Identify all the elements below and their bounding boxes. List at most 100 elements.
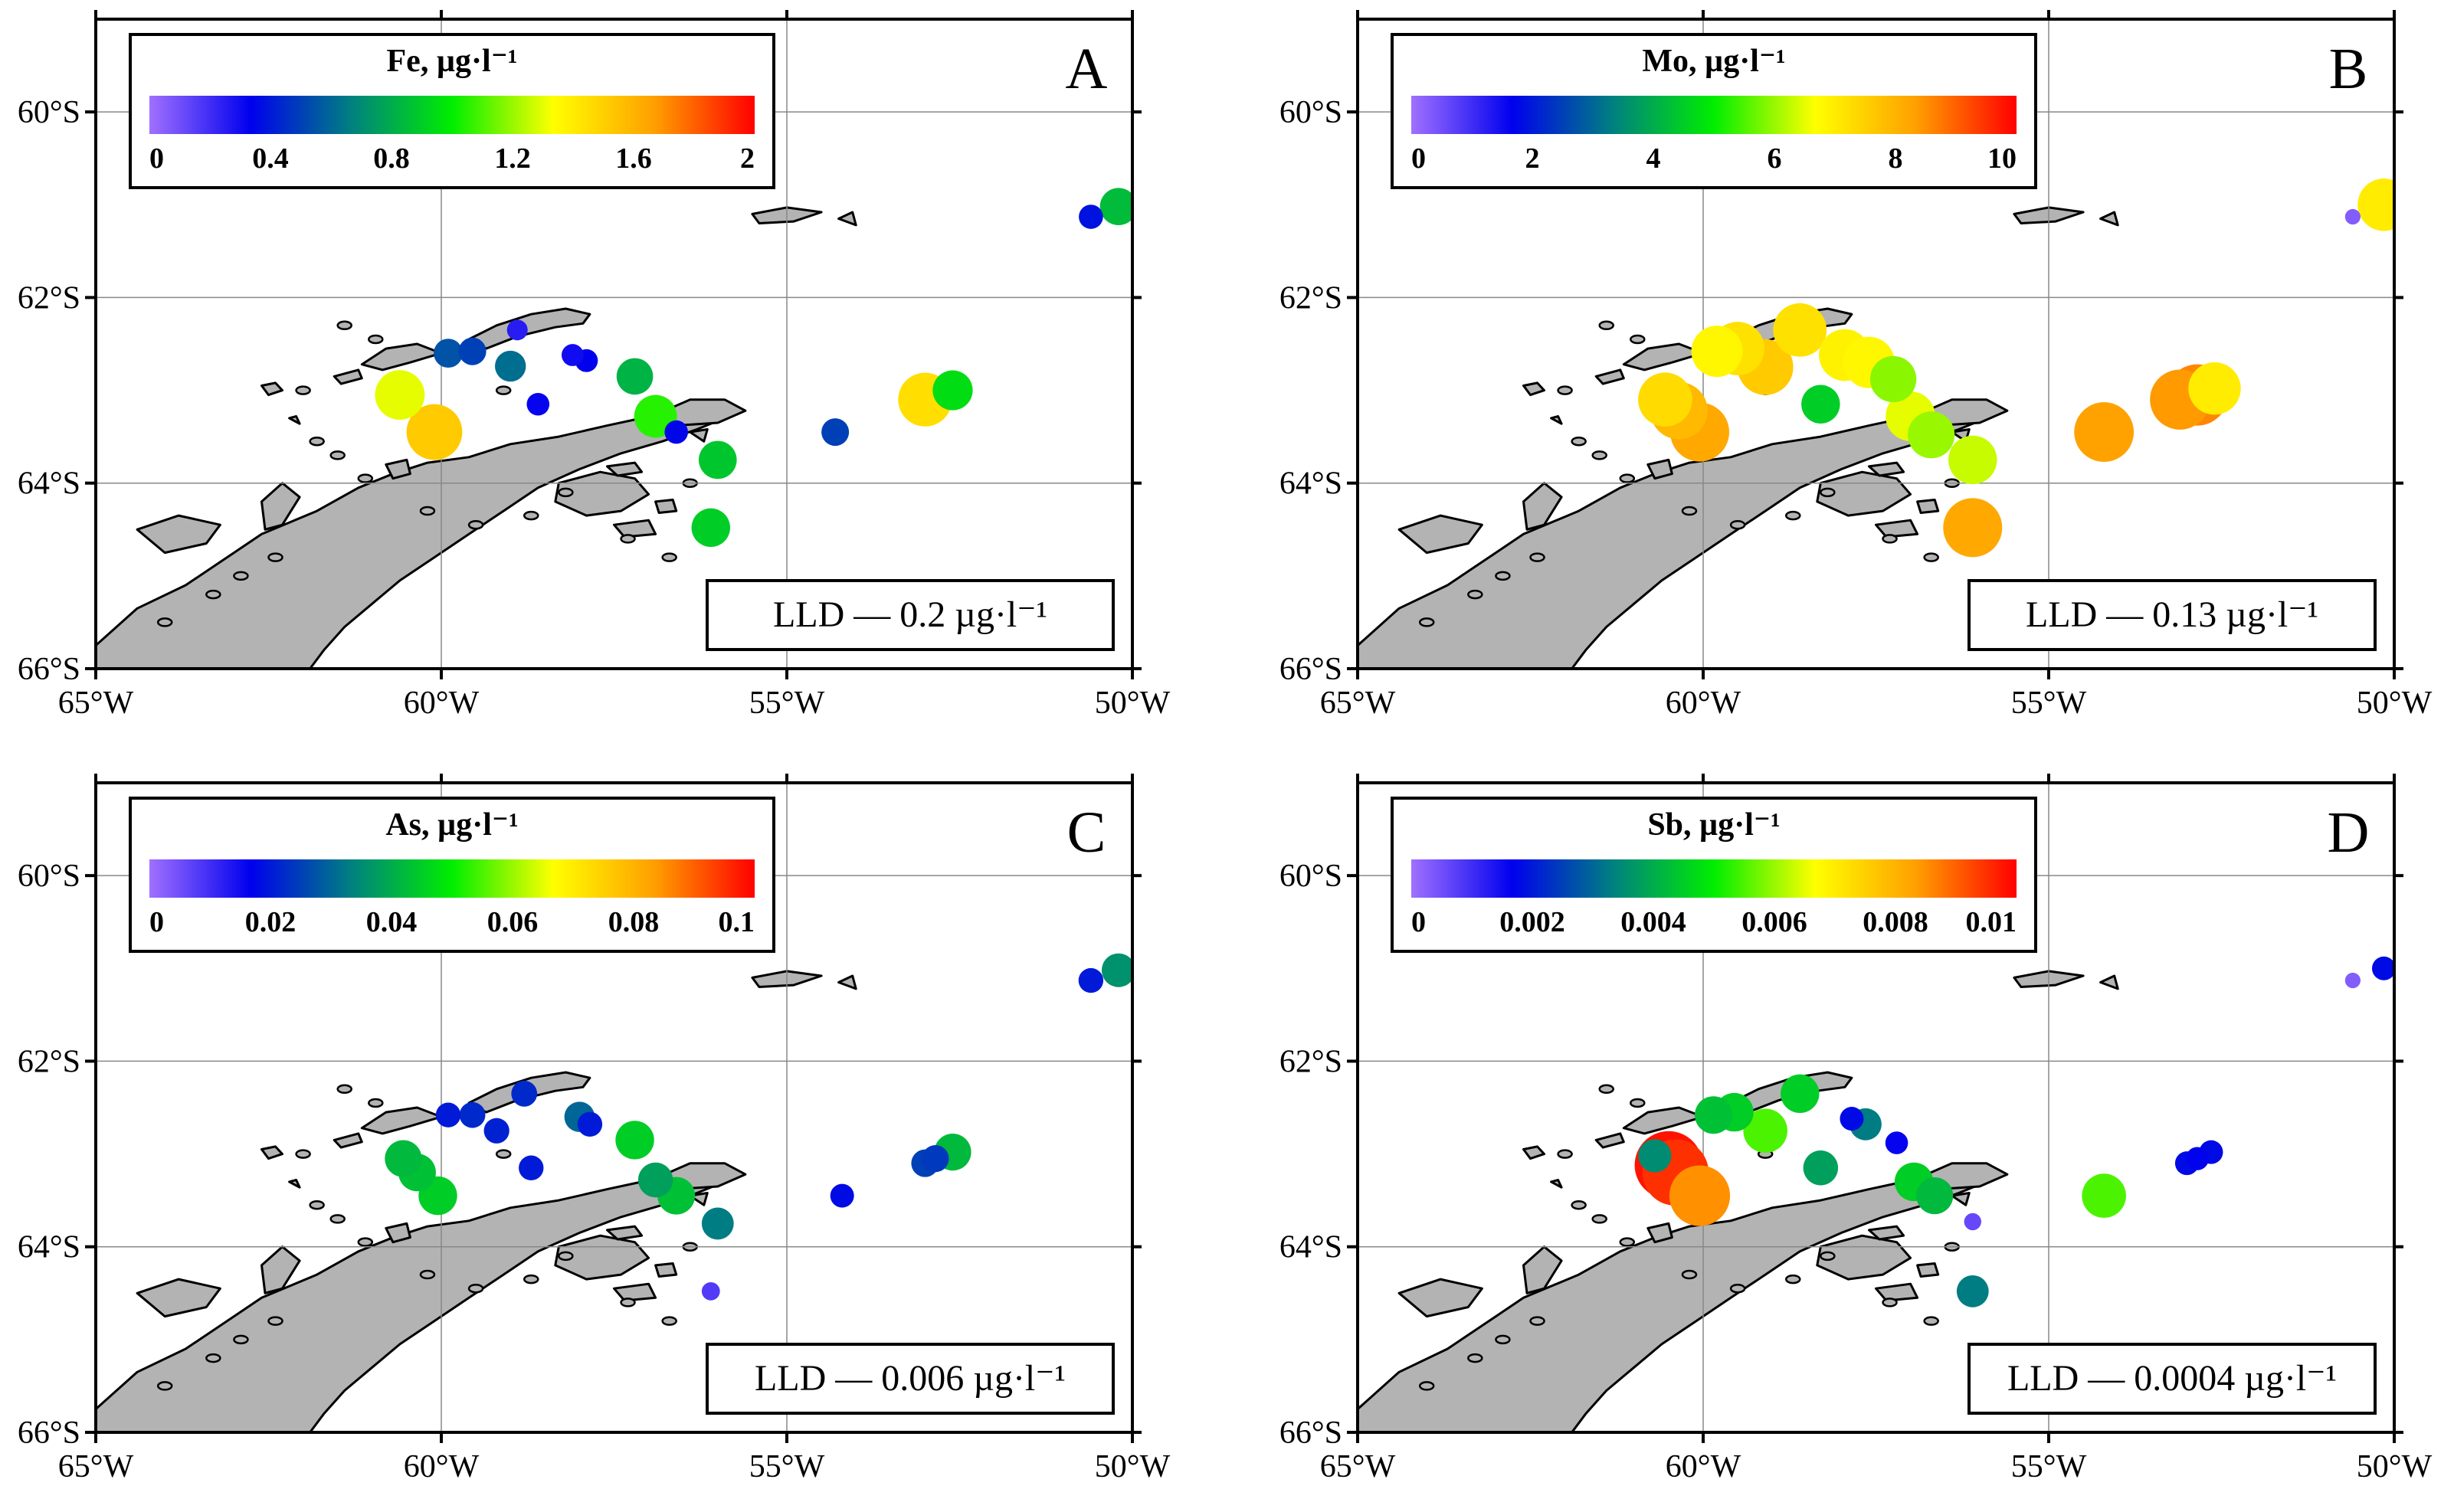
station-point (701, 1281, 720, 1301)
land-trinity (1646, 458, 1673, 480)
lon-tick-label: 55°W (749, 686, 825, 721)
lon-tick-label: 65°W (1320, 686, 1396, 721)
lon-tick-label: 60°W (404, 1449, 480, 1484)
land-islet (1785, 1274, 1801, 1285)
station-point (1773, 303, 1827, 357)
lat-tick-label: 64°S (1279, 466, 1342, 502)
land-islet (1923, 552, 1939, 562)
land-low (288, 415, 301, 425)
land-islet (336, 320, 352, 331)
panel-letter: A (1066, 37, 1108, 101)
lat-tick-label: 66°S (1279, 652, 1342, 687)
lld-label: LLD — 0.006 µg·l⁻¹ (755, 1358, 1066, 1399)
land-islet (467, 519, 484, 530)
land-islet (1820, 487, 1836, 498)
colorbar (1411, 96, 2017, 134)
colorbar-tick-label: 10 (1987, 142, 2017, 175)
station-point (1964, 1213, 1981, 1231)
colorbar-tick-label: 2 (1525, 142, 1540, 175)
station-point (1078, 967, 1104, 993)
land-islet (1467, 1353, 1483, 1363)
map-panel-c: 65°W 60°W 55°W 50°W 60°S 62°S 64°S 66°S As, µg·l… (18, 774, 1171, 1484)
lon-tick-label: 50°W (1095, 1449, 1171, 1484)
station-point (1099, 188, 1132, 226)
land-islet (205, 589, 221, 600)
lat-tick-label: 60°S (18, 859, 80, 894)
land-islet (1571, 436, 1587, 447)
station-point (526, 392, 550, 416)
panel-letter: C (1067, 800, 1106, 865)
land-islet (267, 1316, 283, 1326)
land-islet (329, 450, 346, 460)
colorbar-tick-label: 0.8 (373, 142, 410, 175)
land-brabant (260, 482, 301, 531)
land-islet (295, 1149, 311, 1159)
lat-tick-label: 66°S (1279, 1415, 1342, 1451)
land-snow (1594, 368, 1625, 385)
land-islet (309, 436, 325, 447)
colorbar-tick-label: 0.06 (487, 906, 539, 938)
map-content (1358, 783, 2394, 1432)
land-vega (606, 1225, 644, 1241)
land-seymour (654, 499, 678, 514)
land-islet (1418, 1381, 1435, 1391)
station-point (664, 420, 688, 444)
land-low (1550, 1179, 1563, 1189)
station-point (577, 1111, 603, 1137)
land-islet (419, 506, 436, 516)
legend-title: Fe, µg·l⁻¹ (387, 44, 518, 79)
colorbar-tick-label: 6 (1768, 142, 1782, 175)
station-point (1781, 1074, 1820, 1114)
land-vega (606, 461, 644, 477)
colorbar-tick-label: 0.4 (252, 142, 289, 175)
station-point (1669, 1165, 1731, 1226)
land-snow (333, 1132, 363, 1149)
map-content (1358, 19, 2394, 669)
lon-tick-label: 60°W (1666, 1449, 1741, 1484)
lon-tick-label: 65°W (1320, 1449, 1396, 1484)
lat-tick-label: 62°S (1279, 1044, 1342, 1079)
land-islet (156, 1381, 173, 1391)
station-point (1908, 411, 1955, 459)
station-point (830, 1183, 854, 1208)
map-panel-d: 65°W 60°W 55°W 50°W 60°S 62°S 64°S 66°S Sb, µg·l… (1279, 774, 2433, 1484)
land-islet (1681, 1269, 1698, 1280)
station-point (483, 1118, 509, 1144)
land-islet (1557, 1149, 1573, 1159)
land-islet (419, 1269, 436, 1280)
legend-title: Mo, µg·l⁻¹ (1642, 44, 1785, 79)
station-point (2344, 208, 2361, 225)
land-clarence (2099, 974, 2119, 990)
station-point (615, 1121, 654, 1160)
lat-tick-label: 64°S (18, 466, 80, 502)
land-islet (1882, 534, 1898, 544)
station-point (821, 418, 850, 447)
colorbar-tick-label: 0.002 (1499, 906, 1565, 938)
station-point (519, 1155, 544, 1180)
lon-tick-label: 55°W (2011, 1449, 2087, 1484)
station-point (2188, 362, 2241, 415)
lat-tick-label: 66°S (18, 1415, 80, 1451)
station-point (637, 1162, 673, 1198)
land-vega (1868, 1225, 1905, 1241)
station-point (435, 1102, 461, 1127)
land-islet (1467, 589, 1483, 600)
station-point (1869, 355, 1917, 403)
land-clarence (2099, 211, 2119, 227)
land-dundee (1951, 1192, 1971, 1206)
land-islet (523, 510, 539, 521)
land-brabant (260, 1245, 301, 1294)
legend-title: Sb, µg·l⁻¹ (1647, 807, 1780, 843)
land-islet (1495, 571, 1511, 581)
legend-title: As, µg·l⁻¹ (385, 807, 518, 843)
land-smith (1522, 1145, 1545, 1160)
station-point (932, 370, 973, 411)
land-smith (1522, 381, 1545, 397)
lon-tick-label: 50°W (2357, 686, 2433, 721)
land-islet (357, 1237, 374, 1247)
lon-tick-label: 65°W (58, 1449, 134, 1484)
land-islet (1529, 1316, 1545, 1326)
lon-tick-label: 60°W (404, 686, 480, 721)
station-point (691, 508, 730, 548)
